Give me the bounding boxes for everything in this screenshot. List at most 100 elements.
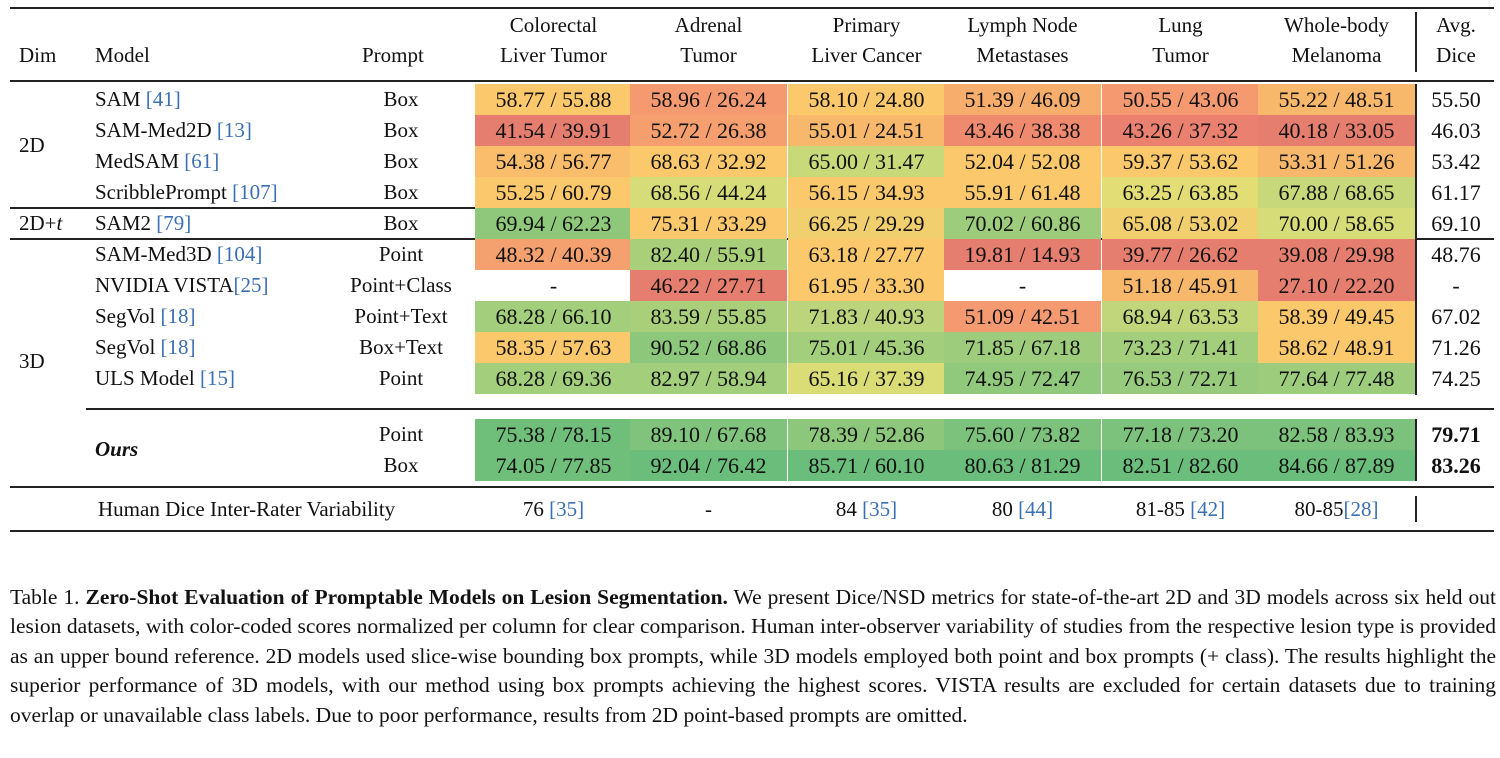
citation: [25] [233,273,269,297]
prompt-type: Box [383,211,419,235]
score-cell: 63.18 / 27.77 [788,239,945,270]
score-cell: 58.96 / 26.24 [630,84,787,115]
score-cell: 52.72 / 26.38 [630,115,787,146]
header-dataset: Liver Tumor [500,43,607,67]
citation: [79] [156,211,192,235]
citation: [104] [216,242,263,266]
score-cell: 65.08 / 53.02 [1102,208,1259,239]
section-rule [10,207,476,209]
score-cell: 82.97 / 58.94 [630,363,787,394]
score-cell: 82.58 / 83.93 [1258,419,1415,450]
model-name: SegVol [18] [95,304,196,328]
score-cell: 59.37 / 53.62 [1102,146,1259,177]
avg-separator [1415,12,1417,72]
model-name: SAM-Med3D [104] [95,242,263,266]
citation: [44] [1018,497,1054,521]
avg-dice: 69.10 [1431,211,1481,236]
citation: [28] [1343,497,1379,521]
score-cell: 69.94 / 62.23 [475,208,632,239]
score-cell: 58.39 / 49.45 [1258,301,1415,332]
dim-label: 2D [19,133,45,157]
avg-dice: 83.26 [1431,453,1481,478]
score-cell: 53.31 / 51.26 [1258,146,1415,177]
model-name: MedSAM [61] [95,149,220,173]
header-avg: Dice [1436,43,1476,67]
citation: [107] [232,180,278,204]
score-cell: 80.63 / 81.29 [944,450,1101,481]
citation: [35] [862,497,898,521]
header-dim: Dim [19,43,57,67]
model-name: SAM-Med2D [13] [95,118,252,142]
score-cell: - [944,270,1101,301]
human-value: 80-85[28] [1294,497,1379,521]
prompt-type: Point [378,242,424,266]
caption-label: Table 1. [10,584,80,609]
avg-dice: 55.50 [1431,87,1481,112]
header-dataset: Metastases [976,43,1069,67]
avg-dice: 61.17 [1431,180,1481,205]
ours-label: Ours [95,437,139,461]
score-cell: 85.71 / 60.10 [788,450,945,481]
score-cell: 70.02 / 60.86 [944,208,1101,239]
human-value: 84 [35] [835,497,898,521]
avg-dice: - [1452,273,1460,298]
score-cell: 67.88 / 68.65 [1258,177,1415,208]
citation: [41] [145,87,181,111]
score-cell: 68.94 / 63.53 [1102,301,1259,332]
section-rule [86,408,1494,410]
dim-label: 2D+t [19,211,63,235]
score-cell: 55.91 / 61.48 [944,177,1101,208]
score-cell: 58.62 / 48.91 [1258,332,1415,363]
score-cell: 68.28 / 66.10 [475,301,632,332]
citation: [18] [160,335,196,359]
score-cell: 39.08 / 29.98 [1258,239,1415,270]
model-name: ScribblePrompt [107] [95,180,278,204]
score-cell: 75.38 / 78.15 [475,419,632,450]
dim-suffix: t [56,211,63,235]
prompt-type: Point [378,366,424,390]
score-cell: 63.25 / 63.85 [1102,177,1259,208]
citation: [61] [184,149,220,173]
header-dataset: Liver Cancer [811,43,922,67]
citation: [13] [216,118,252,142]
prompt-type: Point+Class [350,273,452,297]
score-cell: - [475,270,632,301]
human-value: 76 [35] [522,497,585,521]
model-name: SAM2 [79] [95,211,192,235]
header-avg: Avg. [1436,13,1476,37]
header-dataset: Colorectal [509,13,598,37]
score-cell: 65.16 / 37.39 [788,363,945,394]
score-cell: 56.15 / 34.93 [788,177,945,208]
score-cell: 76.53 / 72.71 [1102,363,1259,394]
dim-label: 3D [19,349,45,373]
prompt-type: Box+Text [359,335,443,359]
avg-dice: 46.03 [1431,118,1481,143]
score-cell: 41.54 / 39.91 [475,115,632,146]
header-dataset: Primary [832,13,901,37]
citation: [42] [1190,497,1226,521]
score-cell: 78.39 / 52.86 [788,419,945,450]
model-name: SAM [41] [95,87,181,111]
score-cell: 70.00 / 58.65 [1258,208,1415,239]
score-cell: 74.95 / 72.47 [944,363,1101,394]
score-cell: 58.35 / 57.63 [475,332,632,363]
score-cell: 73.23 / 71.41 [1102,332,1259,363]
score-cell: 74.05 / 77.85 [475,450,632,481]
score-cell: 71.85 / 67.18 [944,332,1101,363]
header-dataset: Lung [1158,13,1203,37]
score-cell: 58.77 / 55.88 [475,84,632,115]
score-cell: 92.04 / 76.42 [630,450,787,481]
header-dataset: Tumor [680,43,737,67]
score-cell: 71.83 / 40.93 [788,301,945,332]
score-cell: 68.28 / 69.36 [475,363,632,394]
prompt-type: Box [383,453,419,477]
score-cell: 75.01 / 45.36 [788,332,945,363]
score-cell: 55.01 / 24.51 [788,115,945,146]
human-value: 81-85 [42] [1135,497,1226,521]
score-cell: 54.38 / 56.77 [475,146,632,177]
header-dataset: Whole-body [1284,13,1389,37]
header-dataset: Adrenal [674,13,743,37]
score-cell: 83.59 / 55.85 [630,301,787,332]
human-value: 80 [44] [991,497,1054,521]
header-dataset: Tumor [1152,43,1209,67]
